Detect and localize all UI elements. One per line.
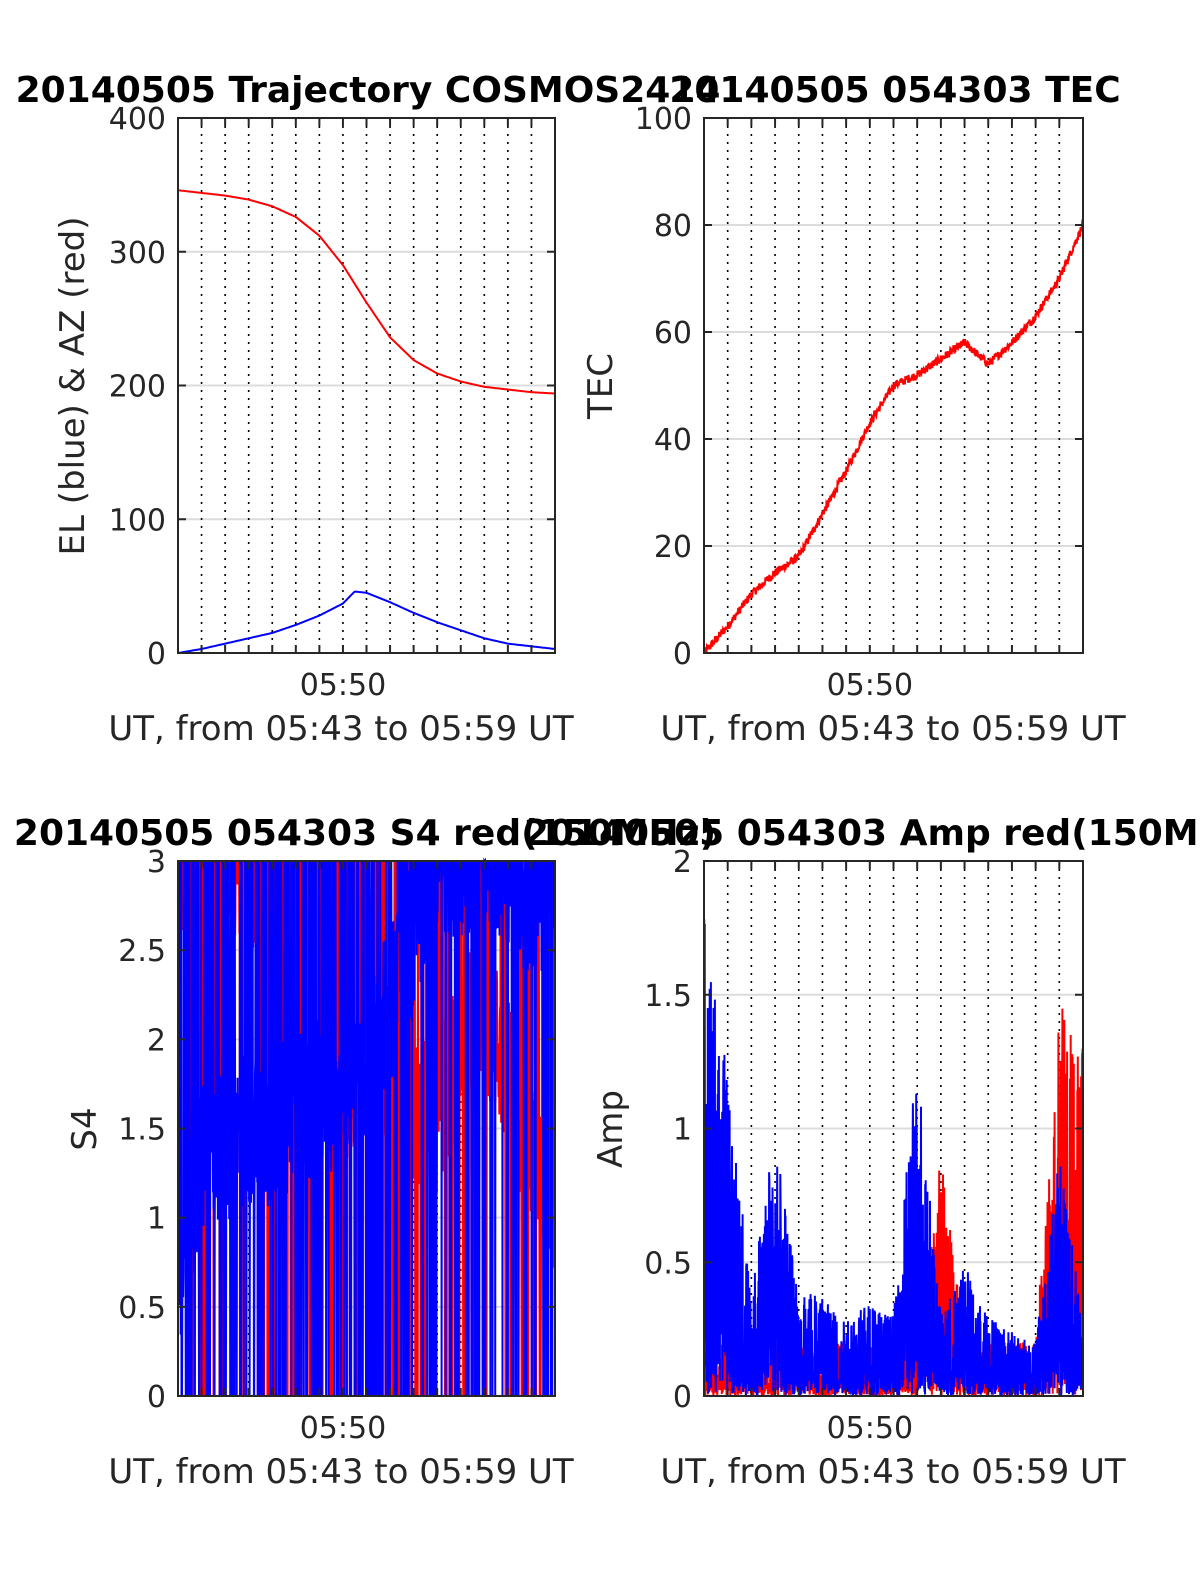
- panel-amp: 0 0.5 1 1.5 2 05:50 20140505 054303 Amp red(1…: [524, 813, 1200, 1492]
- y-axis-label: TEC: [581, 353, 621, 420]
- x-tick-label: 05:50: [300, 1411, 386, 1446]
- y-tick-label: 100: [635, 102, 692, 137]
- panel-s4: 0 0.5 1 1.5 2 2.5 3 05:50 20140505 054303 S4 re…: [14, 813, 716, 1492]
- y-tick-label: 0: [147, 1380, 166, 1415]
- panel-tec: 0 20 40 60 80 100 05:50 20140505 054303 TEC UT…: [581, 70, 1126, 749]
- y-tick-label: 0.5: [118, 1291, 166, 1326]
- y-tick-label: 20: [654, 530, 692, 565]
- y-tick-label: 200: [109, 370, 166, 405]
- x-axis-label: UT, from 05:43 to 05:59 UT: [108, 1452, 574, 1492]
- series-layer: [703, 919, 1084, 1398]
- panel-title: 20140505 054303 S4 red(150MHz): [14, 813, 716, 854]
- y-axis-label: Amp: [591, 1090, 631, 1168]
- y-tick-label: 80: [654, 209, 692, 244]
- y-tick-label: 1.5: [644, 979, 692, 1014]
- y-tick-label: 100: [109, 503, 166, 538]
- y-tick-label: 0.5: [644, 1246, 692, 1281]
- y-tick-label: 1: [147, 1202, 166, 1237]
- y-axis-label: S4: [65, 1107, 105, 1150]
- x-axis-label: UT, from 05:43 to 05:59 UT: [108, 709, 574, 749]
- y-axis-label: EL (blue) & AZ (red): [53, 216, 93, 555]
- series-line: [177, 189, 555, 395]
- ticks-layer: 0 20 40 60 80 100 05:50: [635, 102, 1083, 703]
- y-tick-label: 0: [147, 637, 166, 672]
- x-tick-label: 05:50: [300, 668, 386, 703]
- y-tick-label: 1.5: [118, 1113, 166, 1148]
- y-tick-label: 2.5: [118, 934, 166, 969]
- x-tick-label: 05:50: [827, 1411, 913, 1446]
- series-line: [177, 590, 556, 654]
- x-axis-label: UT, from 05:43 to 05:59 UT: [660, 1452, 1126, 1492]
- series-layer: [703, 218, 1084, 654]
- y-tick-label: 2: [673, 845, 692, 880]
- ticks-layer: 0 0.5 1 1.5 2 05:50: [644, 845, 1083, 1446]
- ticks-layer: 0 0.5 1 1.5 2 2.5 3 05:50: [118, 845, 555, 1446]
- y-tick-label: 0: [673, 1380, 692, 1415]
- panel-title: 20140505 Trajectory COSMOS2414: [16, 70, 721, 111]
- y-tick-label: 1: [673, 1113, 692, 1148]
- vertical-grid: [726, 861, 1061, 1396]
- y-tick-label: 40: [654, 423, 692, 458]
- x-tick-label: 05:50: [827, 668, 913, 703]
- vertical-grid: [726, 118, 1061, 653]
- series-line: [703, 218, 1084, 654]
- y-tick-label: 60: [654, 316, 692, 351]
- series-layer: [177, 189, 556, 654]
- y-tick-label: 300: [109, 236, 166, 271]
- panel-title: 20140505 054303 Amp red(150MHz): [524, 813, 1200, 854]
- y-tick-label: 0: [673, 637, 692, 672]
- ticks-layer: 0 100 200 300 400 05:50: [109, 102, 555, 703]
- y-tick-label: 3: [147, 845, 166, 880]
- series-line: [703, 919, 1084, 1397]
- y-tick-label: 400: [109, 102, 166, 137]
- y-tick-label: 2: [147, 1023, 166, 1058]
- panel-title: 20140505 054303 TEC: [669, 70, 1120, 111]
- x-axis-label: UT, from 05:43 to 05:59 UT: [660, 709, 1126, 749]
